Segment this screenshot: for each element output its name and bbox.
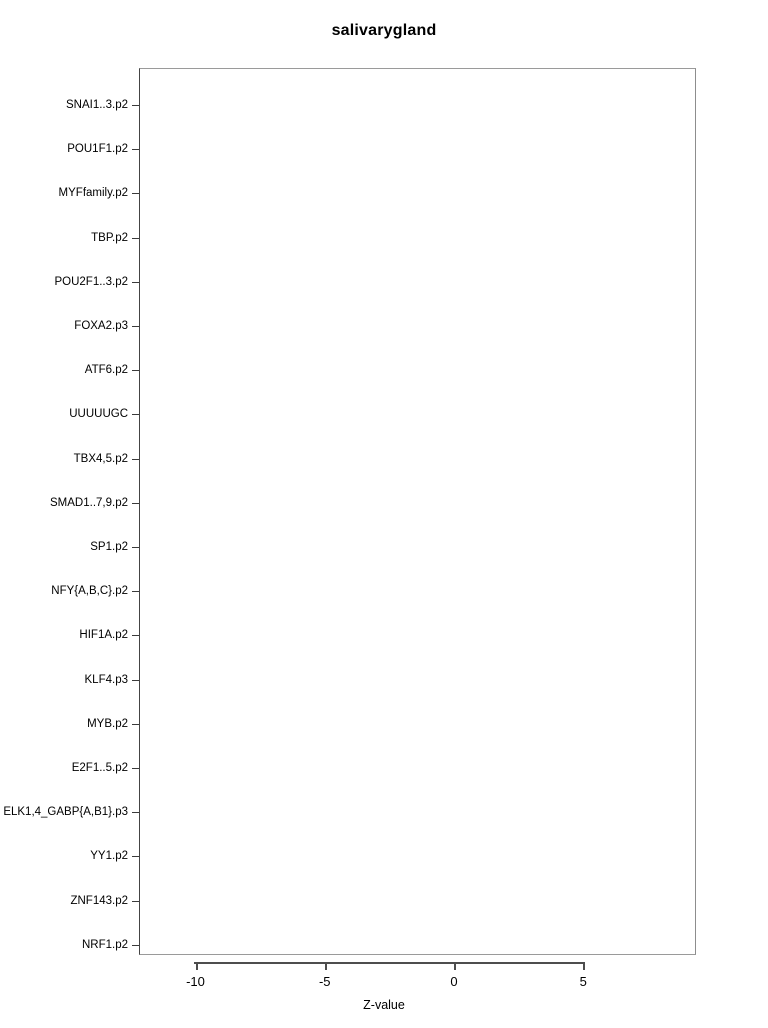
x-axis-tick-label: -10 (186, 974, 205, 989)
y-axis-label: POU1F1.p2 (67, 143, 128, 156)
plot-frame (139, 68, 696, 955)
y-axis-label: SMAD1..7,9.p2 (50, 496, 128, 509)
chart-title: salivarygland (331, 22, 437, 39)
y-axis-tick (132, 370, 139, 372)
y-axis-tick (132, 812, 139, 814)
y-axis-label: SNAI1..3.p2 (65, 99, 128, 111)
y-axis-label: ELK1,4_GABP{A,B1}.p3 (3, 806, 128, 819)
y-axis-tick (132, 281, 139, 283)
y-axis-label: KLF4.p3 (84, 673, 128, 686)
x-axis-tick (583, 962, 586, 970)
x-axis-title: Z-value (363, 998, 405, 1012)
y-axis-tick (132, 591, 139, 593)
x-axis-tick (324, 962, 327, 970)
y-axis-tick (132, 856, 139, 858)
y-axis-label: NRF1.p2 (81, 938, 128, 951)
y-axis-label: UUUUUGC (69, 408, 128, 421)
y-axis-label: HIF1A.p2 (79, 629, 128, 642)
x-axis-tick-label: -5 (318, 974, 331, 989)
y-axis-label: MYFfamily.p2 (58, 187, 128, 200)
y-axis-label: E2F1..5.p2 (71, 762, 128, 774)
x-axis-tick-label: 0 (450, 974, 458, 989)
x-axis-tick-label: 5 (579, 974, 587, 989)
y-axis-tick (132, 149, 139, 151)
y-axis-label: ATF6.p2 (84, 364, 128, 377)
y-axis-tick (132, 237, 139, 239)
y-axis-tick (132, 502, 139, 504)
y-axis-tick (132, 458, 139, 460)
x-axis-tick (195, 962, 198, 970)
x-axis-line (194, 962, 583, 964)
y-axis-tick (132, 547, 139, 548)
x-axis-tick (454, 962, 456, 970)
y-axis-label: ZNF143.p2 (70, 894, 128, 907)
y-axis-tick (132, 635, 139, 637)
y-axis-tick (132, 105, 139, 106)
y-axis-label: NFY{A,B,C}.p2 (51, 585, 128, 598)
y-axis-tick (132, 193, 139, 195)
y-axis-label: FOXA2.p3 (74, 320, 128, 332)
y-axis-label: SP1.p2 (90, 541, 128, 553)
y-axis-tick (132, 723, 139, 725)
y-axis-tick (132, 900, 139, 902)
y-axis-tick (132, 944, 139, 946)
y-axis-label: POU2F1..3.p2 (54, 275, 128, 288)
y-axis-label: TBP.p2 (91, 231, 128, 244)
y-axis-tick (132, 679, 139, 681)
y-axis-label: TBX4,5.p2 (73, 452, 128, 465)
y-axis-tick (132, 768, 139, 769)
y-axis-tick (132, 414, 139, 416)
y-axis-label: YY1.p2 (90, 850, 128, 863)
y-axis-label: MYB.p2 (87, 717, 128, 730)
y-axis-tick (132, 326, 139, 327)
